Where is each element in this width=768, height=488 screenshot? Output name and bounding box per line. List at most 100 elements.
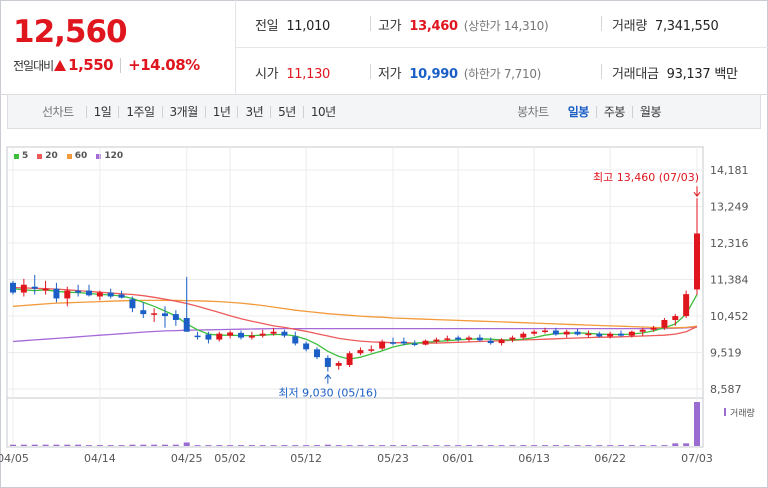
change-label: 전일대비 [13,58,54,73]
volume-bar [607,445,614,446]
line-period-3m[interactable]: 3개월 [161,105,205,118]
candle-period-monthly[interactable]: 월봉 [631,105,668,118]
high-arrow-head [693,191,701,198]
high-annotation: 최고 13,460 (07/03) [593,171,699,184]
low-cell: 저가 10,990 (하한가 7,710) [378,63,541,82]
candle-period-weekly[interactable]: 주봉 [595,105,632,118]
change-amount: 1,550 [68,56,114,74]
candle-period-daily[interactable]: 일봉 [567,104,590,119]
candle-body [672,316,679,320]
candle-body [183,318,190,332]
high-cell: 고가 13,460 (상한가 14,310) [378,15,549,34]
volume-bar [444,445,451,446]
candle-body [520,333,527,338]
volume-bar [455,445,462,446]
candle-body [10,282,16,293]
prev-close-cell: 전일 11,010 [255,15,330,34]
ma-legend: 5 20 60 120 [14,151,132,161]
candle-body [270,331,277,334]
ma120-line [12,326,698,343]
candle-body [129,299,136,309]
candle-body [661,319,668,328]
y-tick-label: 8,587 [710,383,742,396]
volume-bar [390,445,396,446]
volume-bar [42,444,49,446]
volume-bar [683,443,690,446]
candle-body [107,292,114,297]
divider [370,16,371,31]
volume-bar [303,445,310,446]
candle-body [335,363,342,366]
turnover-unit: 백만 [714,67,738,82]
volume-bar [64,444,71,446]
high-label: 고가 [378,19,402,34]
volume-bar [466,445,472,446]
candle-body [563,331,570,335]
turnover-value: 93,137 [666,67,711,82]
divider [370,64,371,79]
x-tick-label: 05/23 [377,452,409,465]
legend-ma120: 120 [96,151,123,161]
volume-bar [129,444,136,446]
ma20-line [12,286,698,344]
candle-body [96,292,103,297]
change-divider [120,57,122,73]
candle-body [607,333,614,337]
volume-bar [96,445,103,446]
volume-legend-swatch [724,408,726,416]
candle-body [542,330,548,333]
candle-body [75,290,82,293]
volume-bar [194,445,201,446]
candle-body [487,340,494,344]
line-period-1d[interactable]: 1일 [85,105,119,118]
volume-bar [520,445,527,446]
volume-bar [216,445,223,446]
line-period-1w[interactable]: 1주일 [118,105,161,118]
divider [601,16,602,31]
turnover-label: 거래대금 [612,67,659,82]
chart-period-toolbar: 선차트 1일 1주일 3개월 1년 3년 5년 10년 봉차트 일봉 주봉 월봉 [7,94,761,129]
candle-chart-label: 봉차트 [517,105,549,119]
candle-body [694,233,700,290]
volume-bar [650,445,657,446]
candle-body [596,333,603,337]
candle-body [552,330,559,335]
plot-border [6,146,704,448]
x-tick-label: 04/25 [171,452,203,465]
candle-body [683,294,690,317]
volume-bar [661,445,668,446]
line-period-10y[interactable]: 10년 [302,105,343,118]
volume-value: 7,341,550 [654,19,719,34]
candle-body [433,339,440,342]
volume-bar [552,445,559,446]
legend-ma5: 5 [14,151,28,161]
volume-bar [238,445,244,446]
candle-body [455,337,462,340]
volume-bar [411,445,418,446]
volume-bar [53,444,60,446]
low-value: 10,990 [409,67,458,82]
y-tick-label: 11,384 [710,274,749,287]
volume-bar [270,445,277,446]
candle-body [238,332,244,338]
upper-limit: (상한가 14,310) [463,19,549,33]
turnover-cell: 거래대금 93,137 백만 [612,63,738,82]
candle-body [292,336,299,344]
candle-body [628,331,635,336]
volume-bar [618,445,624,446]
candle-body [509,337,516,340]
candle-body [64,290,71,299]
volume-label: 거래량 [612,19,647,34]
volume-bar [542,445,548,446]
line-period-1y[interactable]: 1년 [204,105,238,118]
candle-body [172,314,179,320]
volume-bar [31,444,38,446]
candle-body [357,350,364,354]
volume-bar [183,442,190,446]
volume-bar [400,445,407,446]
candle-body [162,313,168,317]
volume-bar [596,445,603,446]
line-period-3y[interactable]: 3년 [237,105,270,118]
line-period-5y[interactable]: 5년 [270,105,303,118]
prev-close-label: 전일 [255,19,279,34]
